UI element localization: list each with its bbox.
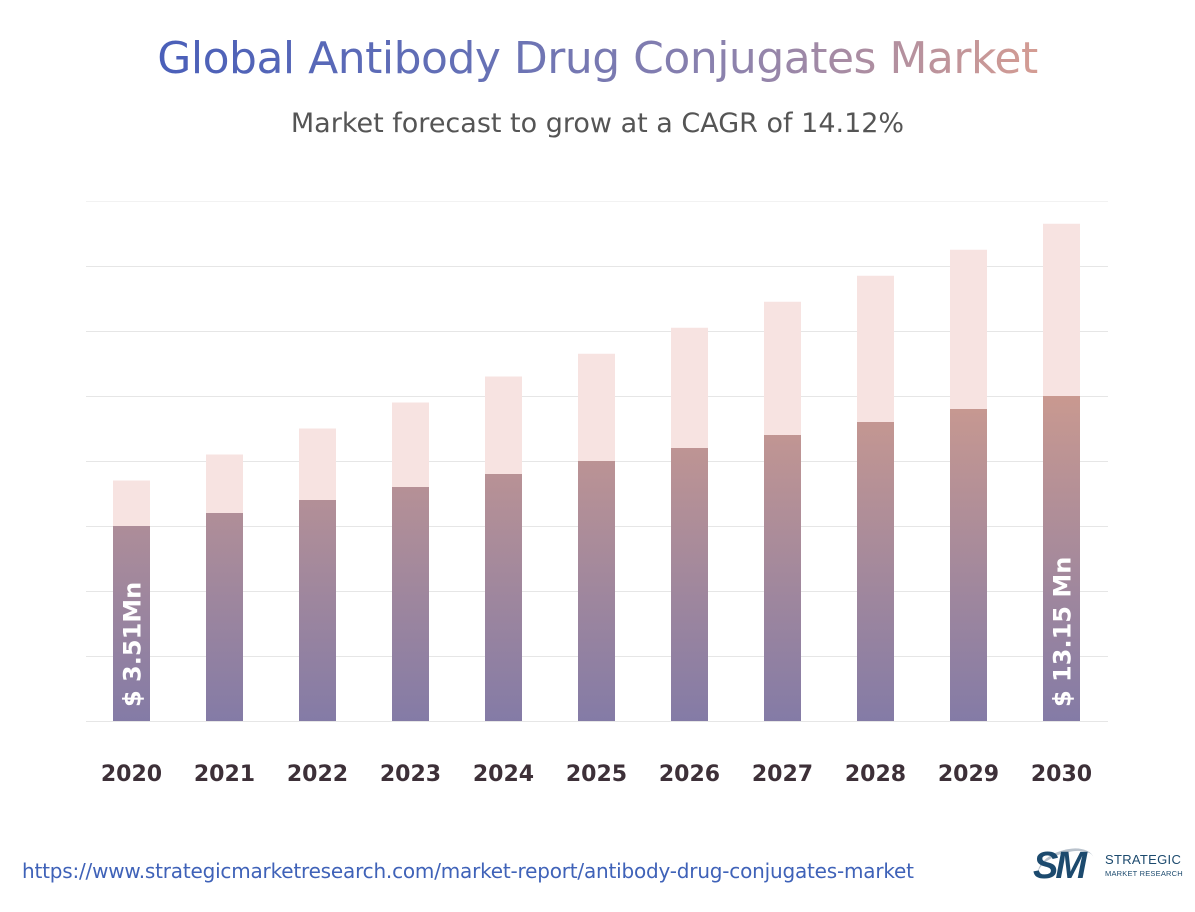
- source-url-link[interactable]: https://www.strategicmarketresearch.com/…: [22, 859, 914, 883]
- chart-title: Global Antibody Drug Conjugates Market: [157, 33, 1038, 84]
- x-tick-label: 2021: [194, 762, 255, 787]
- logo-text-strategic: STRATEGIC: [1105, 852, 1182, 867]
- bar-base-2030: [1043, 396, 1080, 721]
- logo-mark: SM: [1033, 845, 1087, 887]
- bar-growth-2027: [764, 301, 801, 435]
- bar-growth-2025: [578, 353, 615, 461]
- bar-growth-2030: [1043, 223, 1080, 396]
- bar-value-label-2030: $ 13.15 Mn: [1049, 557, 1077, 707]
- x-tick-label: 2028: [845, 762, 906, 787]
- x-tick-label: 2025: [566, 762, 627, 787]
- x-axis-labels: 2020 2021 2022 2023 2024 2025 2026 2027 2028 2029…: [101, 762, 1092, 787]
- bar-growth-2029: [950, 249, 987, 409]
- bar-base-2025: [578, 461, 615, 721]
- bar-base-2021: [206, 513, 243, 721]
- bar-base-2023: [392, 487, 429, 721]
- logo-text-market-research: MARKET RESEARCH: [1105, 869, 1183, 878]
- bar-growth-2024: [485, 376, 522, 474]
- x-tick-label: 2020: [101, 762, 162, 787]
- x-tick-label: 2027: [752, 762, 813, 787]
- bar-growth-2020: [113, 480, 150, 526]
- bar-base-2022: [299, 500, 336, 721]
- bar-value-label-2020: $ 3.51Mn: [119, 582, 147, 707]
- x-tick-label: 2030: [1031, 762, 1092, 787]
- x-tick-label: 2022: [287, 762, 348, 787]
- bar-base-2024: [485, 474, 522, 721]
- bar-growth-2026: [671, 327, 708, 448]
- bar-annotations: $ 3.51Mn $ 13.15 Mn: [119, 557, 1077, 707]
- bars: [113, 223, 1080, 721]
- x-tick-label: 2029: [938, 762, 999, 787]
- x-tick-label: 2024: [473, 762, 534, 787]
- company-logo[interactable]: SM STRATEGIC MARKET RESEARCH: [1033, 841, 1183, 892]
- bar-growth-2021: [206, 454, 243, 513]
- bar-growth-2023: [392, 402, 429, 487]
- bar-base-2028: [857, 422, 894, 721]
- bar-base-2026: [671, 448, 708, 721]
- bar-base-2020: [113, 526, 150, 721]
- bar-base-2029: [950, 409, 987, 721]
- bar-growth-2022: [299, 428, 336, 500]
- bar-growth-2028: [857, 275, 894, 422]
- x-tick-label: 2023: [380, 762, 441, 787]
- chart-title-container: Global Antibody Drug Conjugates Market: [0, 33, 1195, 84]
- chart-subtitle: Market forecast to grow at a CAGR of 14.…: [290, 108, 905, 139]
- x-tick-label: 2026: [659, 762, 720, 787]
- bar-base-2027: [764, 435, 801, 721]
